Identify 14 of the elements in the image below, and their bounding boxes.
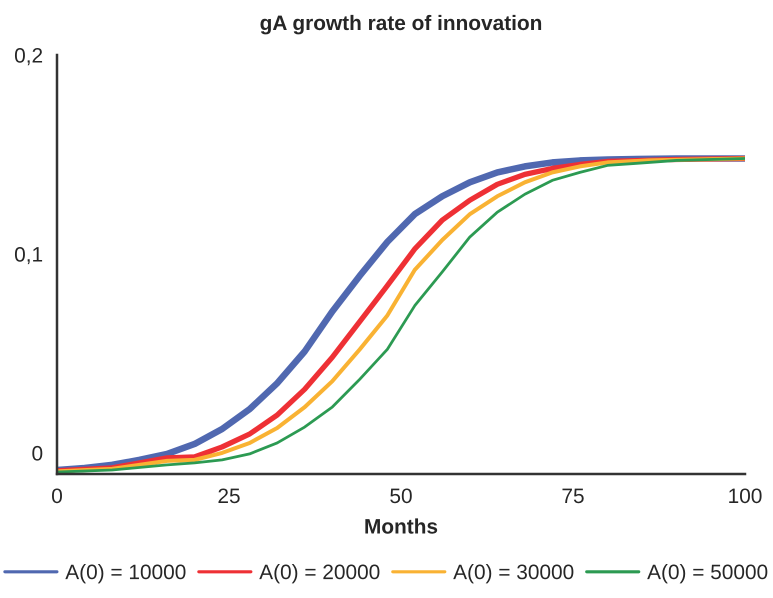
legend-label: A(0) = 50000 xyxy=(647,564,768,584)
legend-label: A(0) = 20000 xyxy=(259,564,380,584)
y-tick-label: 0,2 xyxy=(14,48,42,66)
y-tick-label: 0,1 xyxy=(14,246,42,264)
x-tick-label: 75 xyxy=(562,488,584,504)
x-tick-label: 100 xyxy=(729,488,762,504)
legend-label: A(0) = 10000 xyxy=(65,564,186,584)
x-axis-title: Months xyxy=(365,518,438,534)
chart-title: gA growth rate of innovation xyxy=(260,14,542,34)
y-tick-label: 0 xyxy=(32,446,42,461)
x-tick-label: 50 xyxy=(390,488,412,504)
legend-label: A(0) = 30000 xyxy=(453,564,574,584)
x-tick-label: 25 xyxy=(218,488,240,504)
x-tick-label: 0 xyxy=(52,488,62,504)
